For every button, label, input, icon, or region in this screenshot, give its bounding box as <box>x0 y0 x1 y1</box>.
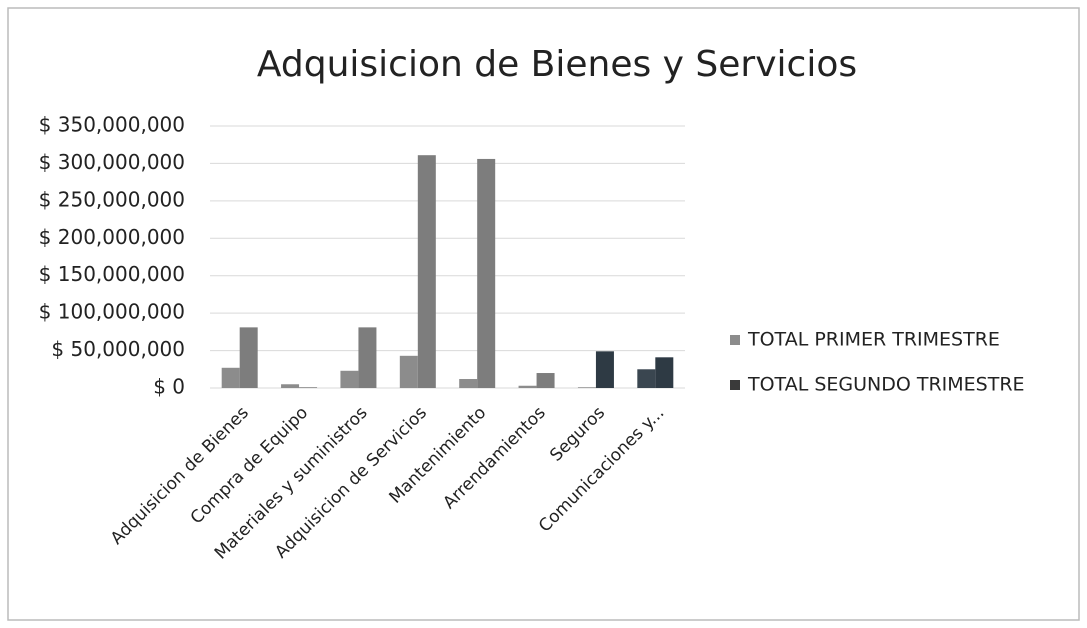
y-tick-label: $ 200,000,000 <box>39 225 185 249</box>
y-tick-label: $ 250,000,000 <box>39 187 185 211</box>
legend-label: TOTAL SEGUNDO TRIMESTRE <box>747 374 1025 396</box>
bar <box>399 355 418 388</box>
bar <box>299 387 318 388</box>
bar <box>281 384 300 388</box>
bar <box>239 327 258 388</box>
chart-frame <box>7 7 1080 621</box>
bar <box>221 367 240 388</box>
bar <box>536 373 555 388</box>
legend-marker <box>730 335 740 345</box>
bar <box>655 357 674 388</box>
legend-marker <box>730 380 740 390</box>
y-tick-label: $ 350,000,000 <box>39 113 185 137</box>
legend-label: TOTAL PRIMER TRIMESTRE <box>747 329 1000 351</box>
y-tick-label: $ 300,000,000 <box>39 150 185 174</box>
y-tick-label: $ 0 <box>153 375 185 399</box>
bar <box>477 158 496 388</box>
bar <box>518 385 537 388</box>
bar <box>459 379 478 388</box>
bar <box>358 327 377 388</box>
chart-title: Adquisicion de Bienes y Servicios <box>257 44 857 85</box>
bar <box>637 369 656 388</box>
bar <box>340 370 359 388</box>
y-tick-label: $ 100,000,000 <box>39 300 185 324</box>
y-tick-label: $ 50,000,000 <box>51 337 185 361</box>
bar <box>595 351 614 388</box>
bar <box>417 155 436 388</box>
y-tick-label: $ 150,000,000 <box>39 262 185 286</box>
bar <box>577 387 596 388</box>
